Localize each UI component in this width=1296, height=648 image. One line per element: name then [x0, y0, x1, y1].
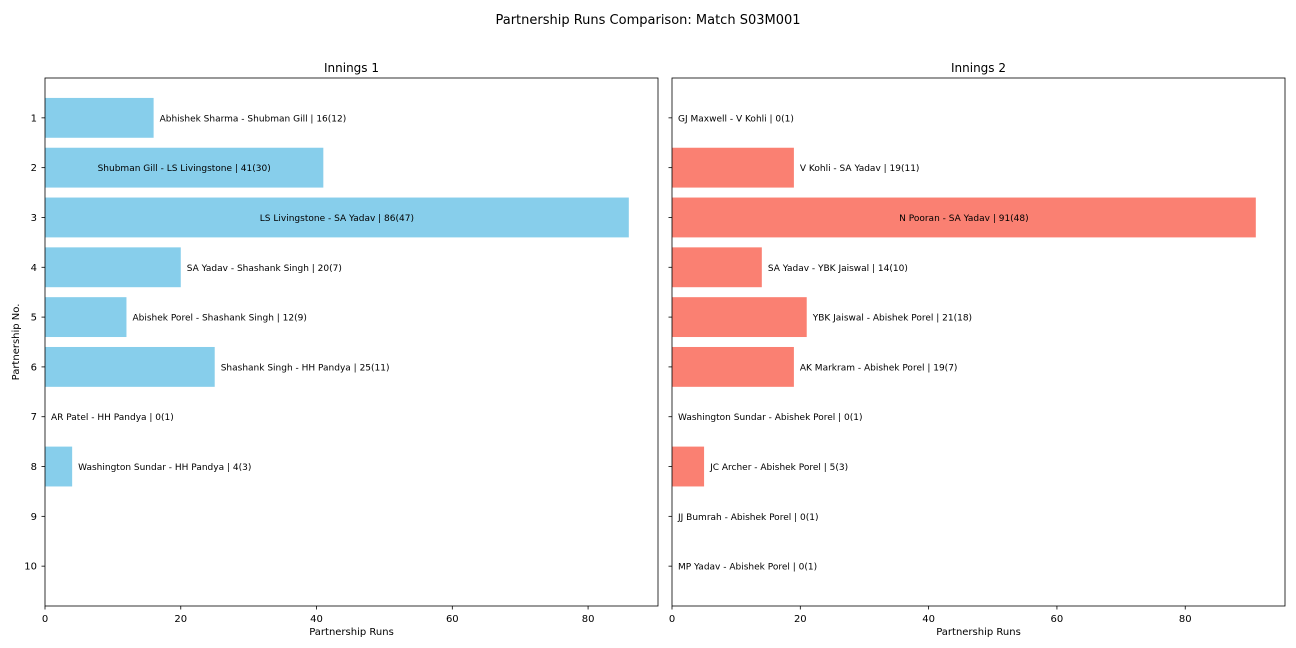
bar-label: SA Yadav - Shashank Singh | 20(7): [187, 264, 342, 274]
y-tick-label: 2: [31, 163, 37, 174]
bar: [45, 446, 73, 487]
x-axis-label: Partnership Runs: [309, 627, 394, 638]
y-tick-label: 1: [31, 113, 37, 124]
bar: [45, 97, 154, 138]
bar-label: LS Livingstone - SA Yadav | 86(47): [260, 214, 414, 224]
x-tick-label: 40: [922, 614, 935, 625]
y-tick-label: 4: [31, 263, 37, 274]
y-tick-label: 7: [31, 412, 37, 423]
bar: [45, 247, 181, 288]
x-tick-label: 60: [446, 614, 459, 625]
x-tick-label: 0: [669, 614, 675, 625]
bar: [672, 197, 1256, 238]
bar: [45, 297, 127, 338]
x-tick-label: 80: [1179, 614, 1192, 625]
bar-label: SA Yadav - YBK Jaiswal | 14(10): [768, 264, 908, 274]
bar: [672, 247, 762, 288]
bar: [672, 446, 705, 487]
bar-label: Abhishek Sharma - Shubman Gill | 16(12): [160, 114, 347, 124]
y-tick-label: 9: [31, 512, 37, 523]
panel-title: Innings 1: [324, 61, 379, 75]
bar-label: JC Archer - Abishek Porel | 5(3): [709, 463, 848, 473]
bar-label: Washington Sundar - HH Pandya | 4(3): [78, 463, 251, 473]
x-tick-label: 60: [1051, 614, 1064, 625]
x-axis-label: Partnership Runs: [936, 627, 1021, 638]
bar: [672, 147, 794, 188]
bar-label: AK Markram - Abishek Porel | 19(7): [800, 363, 958, 373]
bar: [672, 346, 794, 387]
x-tick-label: 20: [174, 614, 187, 625]
figure-title: Partnership Runs Comparison: Match S03M0…: [495, 13, 800, 28]
bar-label: MP Yadav - Abishek Porel | 0(1): [678, 563, 817, 573]
bar-label: N Pooran - SA Yadav | 91(48): [899, 214, 1029, 224]
bar-label: Shashank Singh - HH Pandya | 25(11): [221, 363, 390, 373]
y-tick-label: 8: [31, 462, 37, 473]
chart-panel-1: Abhishek Sharma - Shubman Gill | 16(12) S…: [11, 61, 659, 638]
panel-title: Innings 2: [951, 61, 1006, 75]
bar-label: YBK Jaiswal - Abishek Porel | 21(18): [812, 314, 972, 324]
chart-panel-2: GJ Maxwell - V Kohli | 0(1) V Kohli - SA …: [668, 61, 1286, 638]
bar-label: Shubman Gill - LS Livingstone | 41(30): [98, 164, 271, 174]
bar-label: JJ Bumrah - Abishek Porel | 0(1): [677, 513, 818, 523]
bar-label: AR Patel - HH Pandya | 0(1): [51, 413, 174, 423]
x-tick-label: 20: [794, 614, 807, 625]
plot-frame: [671, 77, 1286, 607]
x-tick-label: 0: [42, 614, 48, 625]
x-tick-label: 80: [582, 614, 595, 625]
bar-label: Abishek Porel - Shashank Singh | 12(9): [132, 314, 306, 324]
bar-label: V Kohli - SA Yadav | 19(11): [800, 164, 920, 174]
y-tick-label: 3: [31, 213, 37, 224]
bar: [45, 197, 629, 238]
plot-frame: [44, 77, 659, 607]
bar: [672, 297, 807, 338]
bar-label: GJ Maxwell - V Kohli | 0(1): [678, 114, 794, 124]
y-tick-label: 10: [24, 562, 37, 573]
y-tick-label: 5: [31, 313, 37, 324]
bar: [45, 346, 215, 387]
bar-label: Washington Sundar - Abishek Porel | 0(1): [678, 413, 863, 423]
bar: [45, 147, 324, 188]
x-tick-label: 40: [310, 614, 323, 625]
chart-panels: Abhishek Sharma - Shubman Gill | 16(12) S…: [11, 61, 1286, 638]
y-axis-label: Partnership No.: [11, 304, 22, 381]
y-tick-label: 6: [31, 362, 37, 373]
